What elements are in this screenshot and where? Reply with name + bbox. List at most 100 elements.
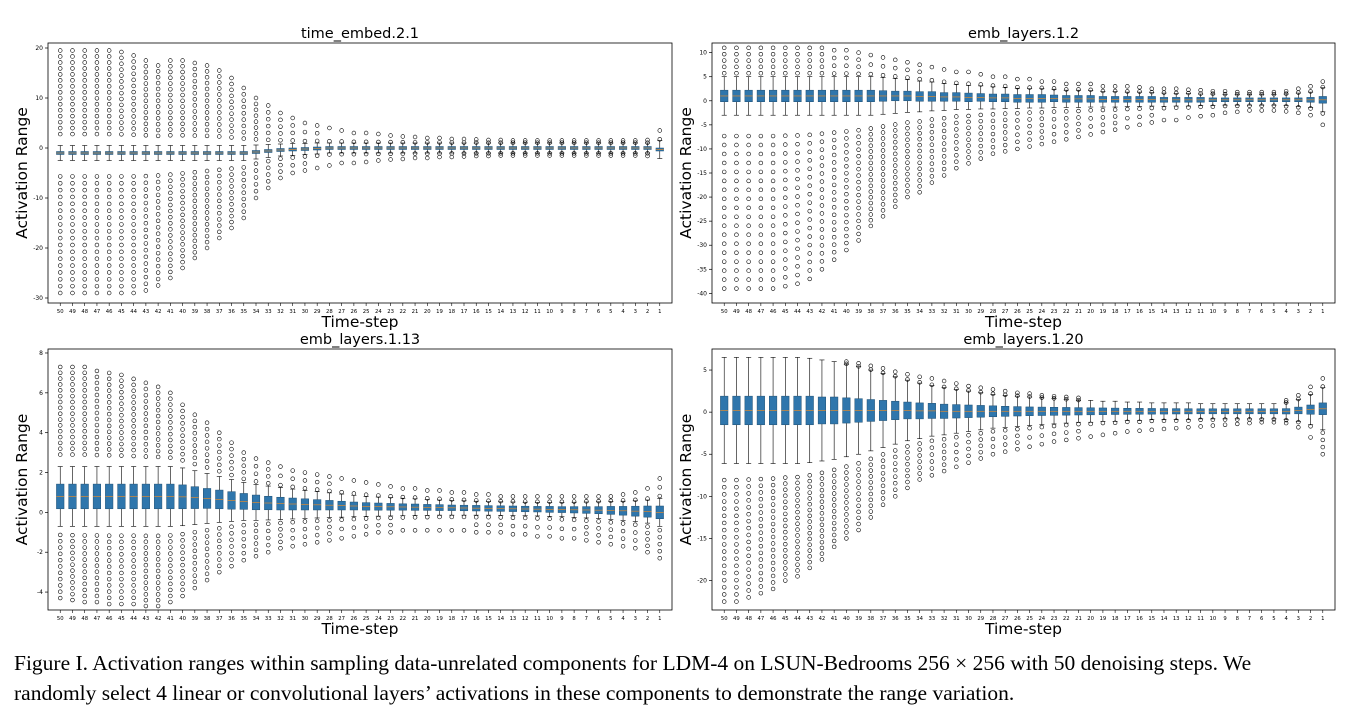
outlier-high [486,498,491,503]
outlier-high [608,494,614,499]
outlier-low [168,214,173,220]
outlier-low [119,277,124,282]
outlier-low [1283,420,1289,426]
outlier-low [70,215,75,220]
outlier-low [880,496,886,501]
outlier-high [204,104,210,109]
outlier-low [893,192,898,198]
outlier-high [868,363,874,369]
outlier-high [106,125,112,131]
outlier-low [807,234,812,239]
outlier-high [351,478,357,483]
x-tick-label: 14 [497,309,504,315]
outlier-high [229,446,234,452]
outlier-low [734,160,739,166]
x-tick-label: 44 [130,616,137,622]
outlier-low [376,530,381,535]
outlier-low [734,499,739,504]
outlier-low [217,563,222,569]
outlier-high [168,110,173,115]
outlier-low [734,570,739,576]
y-tick-label: 0 [39,509,43,516]
x-tick-label: 48 [745,616,752,622]
outlier-low [217,526,222,531]
box-24: 24 [374,131,383,315]
outlier-low [783,529,788,535]
outlier-low [856,147,861,152]
outlier-high [388,484,393,489]
outlier-low [734,592,739,597]
outlier-low [929,452,935,457]
outlier-low [82,533,87,538]
outlier-low [192,536,198,541]
outlier-low [119,187,124,193]
outlier-low [954,442,959,447]
box-14: 14 [1159,402,1169,622]
outlier-high [58,90,63,95]
outlier-high [94,428,100,434]
outlier-low [119,263,124,268]
outlier-high [106,423,112,429]
outlier-high [351,130,357,136]
outlier-low [783,475,788,480]
outlier-low [856,527,861,533]
x-tick-label: 50 [57,309,64,315]
outlier-low [1149,113,1154,118]
outlier-low [880,178,886,183]
outlier-high [217,86,222,91]
outlier-low [819,227,825,232]
outlier-low [770,142,776,148]
outlier-low [722,542,727,547]
outlier-high [302,120,308,126]
outlier-low [795,176,800,182]
outlier-low [1100,129,1106,135]
outlier-high [978,385,983,390]
outlier-low [966,433,971,438]
outlier-low [831,473,837,478]
outlier-low [795,515,800,521]
outlier-low [807,200,812,205]
box-22: 22 [398,134,407,315]
outlier-low [241,196,246,202]
outlier-high [180,421,185,426]
outlier-low [990,444,996,449]
outlier-low [376,158,381,163]
outlier-low [1271,420,1277,425]
outlier-low [1210,104,1216,109]
outlier-low [954,449,959,455]
outlier-high [253,107,259,113]
outlier-high [412,140,418,145]
outlier-low [868,485,874,491]
outlier-low [266,528,271,534]
outlier-low [58,256,63,261]
outlier-high [941,378,947,384]
outlier-low [131,187,136,193]
outlier-low [758,557,764,562]
outlier-high [180,81,185,86]
box-9: 9 [557,138,566,315]
x-tick-label: 17 [1124,309,1131,315]
outlier-low [1259,108,1264,113]
outlier-low [131,552,136,557]
box-32: 32 [276,464,285,622]
outlier-low [856,515,861,521]
x-axis-label: Time-step [320,620,398,638]
outlier-high [70,399,75,405]
box-27: 27 [1001,74,1010,315]
outlier-low [990,436,996,442]
outlier-low [856,467,861,472]
outlier-low [58,229,63,234]
outlier-high [82,72,87,77]
box-25: 25 [1025,391,1034,622]
outlier-high [266,117,271,122]
outlier-high [204,426,210,432]
outlier-low [1186,418,1191,423]
box-3: 3 [631,138,640,315]
outlier-low [783,572,788,577]
outlier-low [722,520,727,526]
outlier-high [168,127,173,132]
outlier-high [131,376,136,382]
outlier-high [1186,90,1191,96]
outlier-low [70,544,75,550]
outlier-low [1210,113,1216,118]
